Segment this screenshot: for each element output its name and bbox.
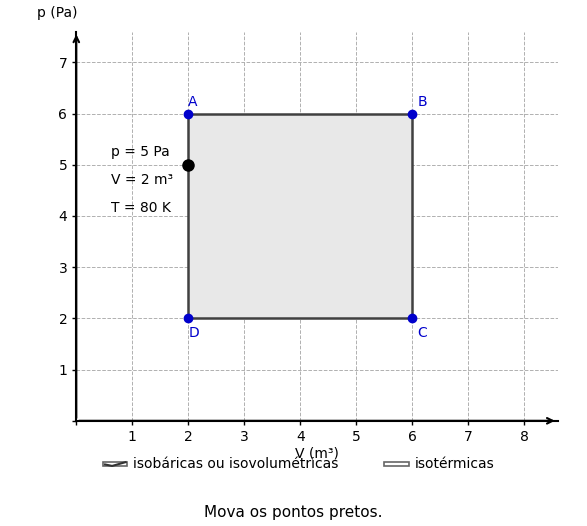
Bar <box>384 462 409 466</box>
Text: V = 2 m³: V = 2 m³ <box>111 173 173 187</box>
Text: T = 80 K: T = 80 K <box>111 201 171 215</box>
Text: C: C <box>418 326 427 340</box>
Bar <box>188 114 412 318</box>
Text: A: A <box>188 95 198 109</box>
Text: B: B <box>418 95 427 109</box>
Text: p = 5 Pa: p = 5 Pa <box>111 145 170 159</box>
Text: isotérmicas: isotérmicas <box>415 457 495 471</box>
X-axis label: V (m³): V (m³) <box>295 447 339 461</box>
Text: D: D <box>188 326 199 340</box>
Text: isobáricas ou isovolumétricas: isobáricas ou isovolumétricas <box>133 457 339 471</box>
Text: Mova os pontos pretos.: Mova os pontos pretos. <box>204 504 383 520</box>
Y-axis label: p (Pa): p (Pa) <box>37 6 77 20</box>
Bar <box>103 462 127 466</box>
